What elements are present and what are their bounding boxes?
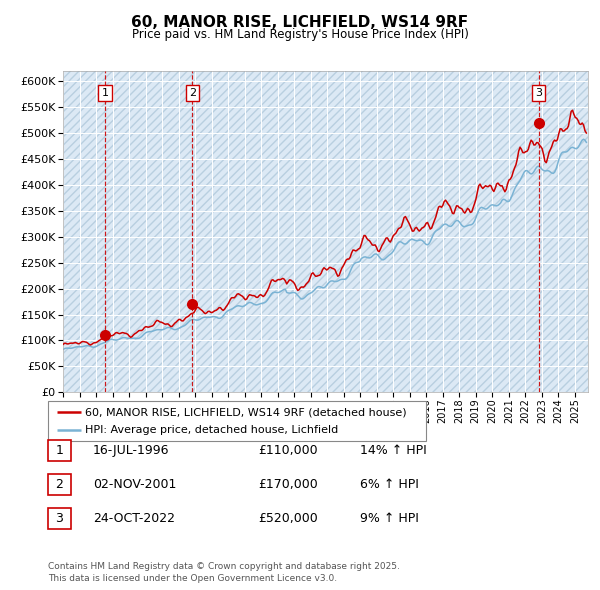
Text: 14% ↑ HPI: 14% ↑ HPI <box>360 444 427 457</box>
Text: £110,000: £110,000 <box>258 444 317 457</box>
Text: 60, MANOR RISE, LICHFIELD, WS14 9RF (detached house): 60, MANOR RISE, LICHFIELD, WS14 9RF (det… <box>85 408 407 418</box>
Text: 60, MANOR RISE, LICHFIELD, WS14 9RF: 60, MANOR RISE, LICHFIELD, WS14 9RF <box>131 15 469 30</box>
Text: 16-JUL-1996: 16-JUL-1996 <box>93 444 170 457</box>
Text: 2: 2 <box>55 478 64 491</box>
Text: HPI: Average price, detached house, Lichfield: HPI: Average price, detached house, Lich… <box>85 425 338 435</box>
Text: Contains HM Land Registry data © Crown copyright and database right 2025.
This d: Contains HM Land Registry data © Crown c… <box>48 562 400 583</box>
Text: 1: 1 <box>101 88 109 99</box>
Text: 02-NOV-2001: 02-NOV-2001 <box>93 478 176 491</box>
Text: £520,000: £520,000 <box>258 512 318 525</box>
Text: Price paid vs. HM Land Registry's House Price Index (HPI): Price paid vs. HM Land Registry's House … <box>131 28 469 41</box>
Text: 24-OCT-2022: 24-OCT-2022 <box>93 512 175 525</box>
Text: £170,000: £170,000 <box>258 478 318 491</box>
Text: 9% ↑ HPI: 9% ↑ HPI <box>360 512 419 525</box>
Text: 2: 2 <box>189 88 196 99</box>
Text: 3: 3 <box>535 88 542 99</box>
Text: 6% ↑ HPI: 6% ↑ HPI <box>360 478 419 491</box>
Text: 1: 1 <box>55 444 64 457</box>
Text: 3: 3 <box>55 512 64 525</box>
